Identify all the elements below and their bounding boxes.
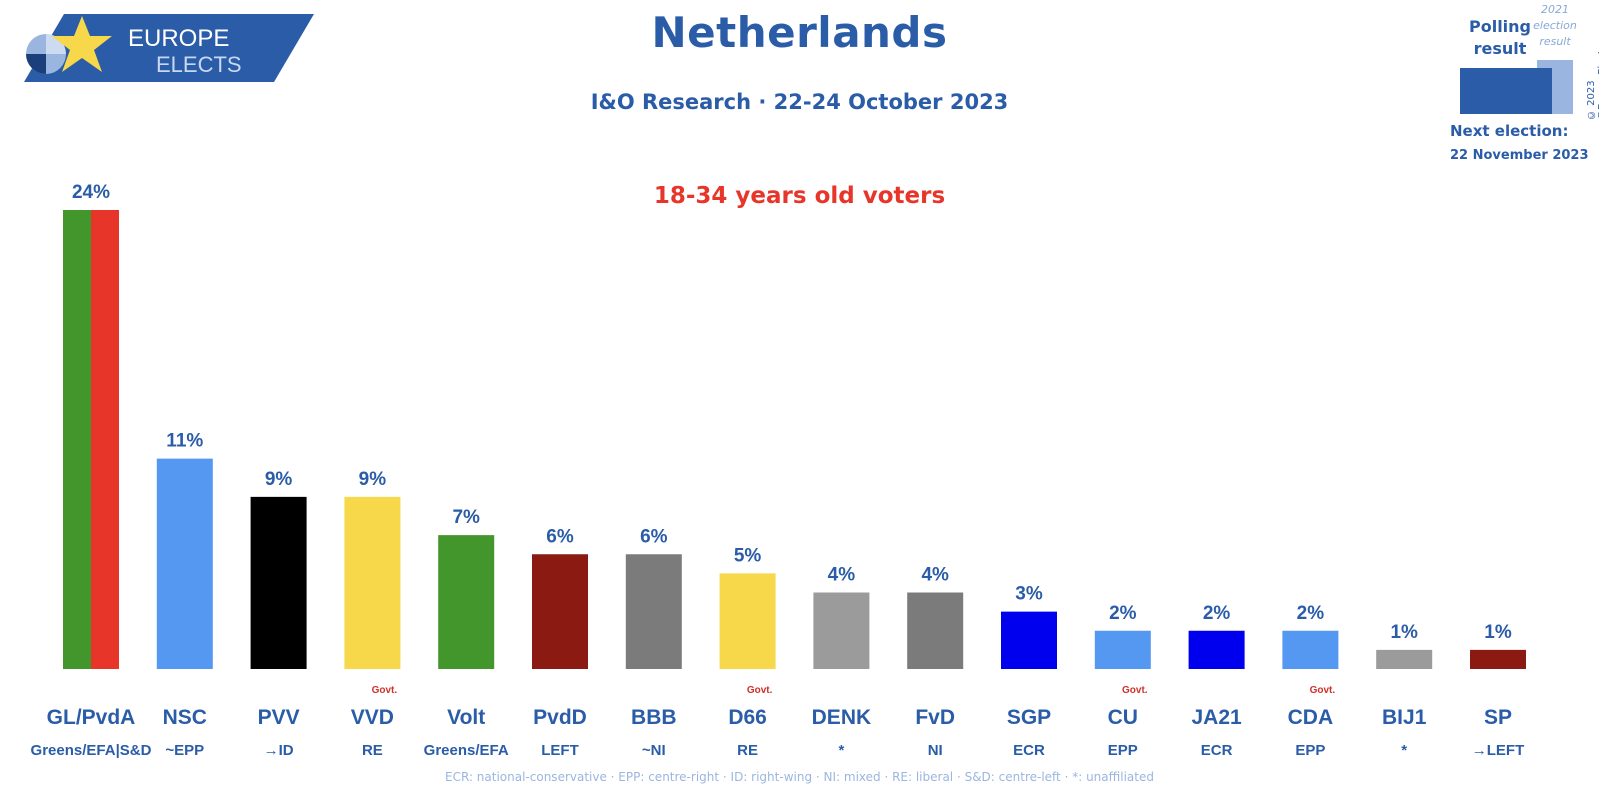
party-label: CDA — [1288, 706, 1334, 729]
party-label: SGP — [1007, 706, 1051, 729]
party-label: VVD — [351, 706, 394, 729]
group-label: ECR — [1201, 742, 1233, 759]
group-label: →ID — [264, 742, 294, 759]
bar-volt — [438, 535, 495, 669]
party-label: Volt — [447, 706, 485, 729]
bar-sp — [1470, 649, 1526, 669]
party-label: GL/PvdA — [47, 706, 136, 729]
legend-polling-swatch — [1460, 68, 1552, 114]
value-label: 9% — [265, 469, 293, 490]
party-label: BIJ1 — [1382, 706, 1427, 729]
bar-pvv — [250, 496, 307, 669]
group-label: RE — [737, 742, 758, 759]
legend-previous-label: 2021 election result — [1533, 3, 1577, 48]
value-label: 6% — [640, 526, 668, 547]
poll-subtitle: I&O Research · 22-24 October 2023 — [590, 90, 1009, 114]
group-label: LEFT — [541, 742, 579, 759]
value-label: 24% — [72, 182, 110, 203]
group-label: * — [838, 742, 844, 759]
value-label: 6% — [546, 526, 574, 547]
bar-cda — [1282, 630, 1339, 669]
value-label: 5% — [734, 545, 762, 566]
party-label: PVV — [258, 706, 300, 729]
party-label: NSC — [163, 706, 207, 729]
party-label: CU — [1108, 706, 1138, 729]
value-label: 3% — [1015, 584, 1043, 605]
group-label: * — [1401, 742, 1407, 759]
value-label: 1% — [1390, 622, 1418, 643]
group-label: RE — [362, 742, 383, 759]
group-label: Greens/EFA — [424, 742, 509, 759]
group-label: ~EPP — [165, 742, 204, 759]
europe-elects-logo: EUROPE ELECTS — [24, 14, 314, 82]
bar-vvd — [344, 496, 401, 669]
bar-gl/pvda-a — [63, 210, 91, 669]
party-label: FvD — [915, 706, 955, 729]
party-label: BBB — [631, 706, 677, 729]
star-icon — [52, 16, 112, 72]
bar-bbb — [625, 554, 682, 669]
bar-bij1 — [1376, 649, 1433, 669]
value-label: 1% — [1484, 622, 1512, 643]
group-label: Greens/EFA|S&D — [31, 742, 152, 759]
value-label: 4% — [921, 565, 949, 586]
legend-polling-label: Polling result — [1468, 17, 1531, 58]
group-label: ECR — [1013, 742, 1045, 759]
value-label: 2% — [1109, 603, 1137, 624]
svg-text:ELECTS: ELECTS — [156, 52, 242, 77]
bar-sgp — [1001, 611, 1057, 669]
next-election-label: Next election: — [1450, 122, 1569, 140]
bar-cu — [1094, 630, 1151, 669]
bar-pvdd — [532, 554, 588, 669]
value-label: 2% — [1297, 603, 1325, 624]
value-label: 2% — [1203, 603, 1231, 624]
bar-denk — [813, 592, 870, 669]
next-election-date: 22 November 2023 — [1450, 148, 1589, 163]
govt-label: Govt. — [1122, 685, 1148, 696]
govt-label: Govt. — [372, 685, 398, 696]
value-label: 7% — [452, 507, 480, 528]
bar-gl/pvda-b — [91, 210, 119, 669]
party-label: DENK — [812, 706, 872, 729]
bar-ja21 — [1188, 630, 1245, 669]
party-label: D66 — [728, 706, 767, 729]
group-label: EPP — [1108, 742, 1138, 759]
group-label: →LEFT — [1472, 742, 1525, 759]
govt-label: Govt. — [747, 685, 773, 696]
footer-note: ECR: national-conservative · EPP: centre… — [445, 770, 1154, 784]
svg-text:EUROPE: EUROPE — [128, 25, 229, 52]
page-title: Netherlands — [651, 8, 948, 57]
group-label: EPP — [1295, 742, 1325, 759]
bar-nsc — [156, 458, 213, 669]
bar-fvd — [907, 592, 964, 669]
value-label: 11% — [166, 431, 203, 452]
group-label: ~NI — [642, 742, 666, 759]
segment-label: 18-34 years old voters — [653, 183, 946, 209]
bar-d66 — [719, 573, 776, 669]
party-label: SP — [1484, 706, 1512, 729]
value-label: 4% — [828, 565, 856, 586]
party-label: PvdD — [533, 706, 587, 729]
govt-label: Govt. — [1310, 685, 1336, 696]
party-label: JA21 — [1191, 706, 1242, 729]
group-label: NI — [928, 742, 943, 759]
value-label: 9% — [359, 469, 387, 490]
